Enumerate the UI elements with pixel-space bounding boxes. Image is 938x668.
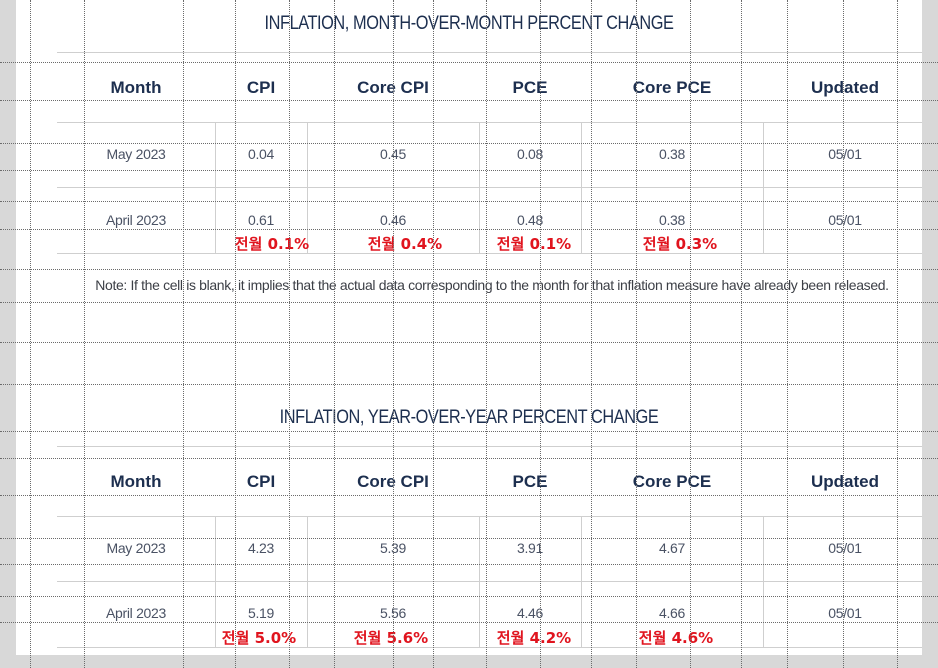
yoy-cell-cpi: 5.19 [247, 605, 275, 621]
dotted-guide [183, 0, 184, 668]
dotted-guide [84, 0, 85, 668]
yoy-col-divider [581, 516, 582, 647]
yoy-header-month: Month [110, 472, 162, 491]
yoy-annotation-core-cpi: 전월 5.6% [353, 629, 429, 647]
mom-col-divider [479, 122, 480, 253]
dotted-guide [0, 143, 938, 144]
mom-header-top-line [57, 52, 922, 53]
mom-col-divider [763, 122, 764, 253]
dotted-guide [0, 269, 938, 270]
dotted-guide [0, 495, 938, 496]
mom-annotation-cpi: 전월 0.1% [234, 235, 310, 253]
mom-cell-month: April 2023 [105, 212, 167, 228]
mom-title: INFLATION, MONTH-OVER-MONTH PERCENT CHAN… [264, 13, 674, 34]
mom-cell-core-pce: 0.38 [658, 146, 686, 162]
yoy-col-divider [215, 516, 216, 647]
mom-bottom-line [57, 253, 922, 254]
yoy-bottom-line [57, 647, 922, 648]
dotted-guide [0, 302, 938, 303]
yoy-title: INFLATION, YEAR-OVER-YEAR PERCENT CHANGE [279, 407, 659, 428]
mom-cell-updated: 05/01 [828, 146, 862, 162]
page-panel [16, 0, 922, 655]
yoy-annotation-core-pce: 전월 4.6% [638, 629, 714, 647]
dotted-guide [0, 458, 938, 459]
yoy-cell-core-pce: 4.66 [658, 605, 686, 621]
dotted-guide [289, 0, 290, 668]
dotted-guide [30, 0, 31, 668]
mom-col-divider [581, 122, 582, 253]
mom-annotation-core-pce: 전월 0.3% [642, 235, 718, 253]
yoy-header-updated: Updated [811, 472, 879, 491]
mom-cell-pce: 0.08 [516, 146, 544, 162]
dotted-guide [787, 0, 788, 668]
yoy-header-core-cpi: Core CPI [357, 472, 429, 491]
mom-cell-core-pce: 0.38 [658, 212, 686, 228]
yoy-header-core-pce: Core PCE [632, 472, 712, 491]
mom-cell-month: May 2023 [106, 146, 166, 162]
yoy-header-bottom-line [57, 516, 922, 517]
mom-header-core-cpi: Core CPI [357, 78, 429, 97]
dotted-guide [636, 0, 637, 668]
yoy-annotation-cpi: 전월 5.0% [221, 629, 297, 647]
dotted-guide [0, 384, 938, 385]
dotted-guide [0, 170, 938, 171]
dotted-guide [0, 538, 938, 539]
yoy-header-top-line [57, 446, 922, 447]
yoy-cell-cpi: 4.23 [247, 540, 275, 556]
dotted-guide [0, 431, 938, 432]
dotted-guide [540, 0, 541, 668]
yoy-cell-updated: 05/01 [828, 605, 862, 621]
mom-header-updated: Updated [811, 78, 879, 97]
yoy-cell-updated: 05/01 [828, 540, 862, 556]
mom-annotation-core-cpi: 전월 0.4% [367, 235, 443, 253]
mom-cell-updated: 05/01 [828, 212, 862, 228]
mom-header-cpi: CPI [246, 78, 276, 97]
mom-col-divider [215, 122, 216, 253]
mom-row-divider [57, 187, 922, 188]
dotted-guide [433, 0, 434, 668]
yoy-cell-core-pce: 4.67 [658, 540, 686, 556]
dotted-guide [591, 0, 592, 668]
yoy-cell-pce: 3.91 [516, 540, 544, 556]
mom-header-bottom-line [57, 122, 922, 123]
dotted-guide [843, 0, 844, 668]
dotted-guide [0, 622, 938, 623]
yoy-row-divider [57, 581, 922, 582]
dotted-guide [486, 0, 487, 668]
mom-col-divider [307, 122, 308, 253]
mom-header-month: Month [110, 78, 162, 97]
mom-annotation-pce: 전월 0.1% [496, 235, 572, 253]
dotted-guide [0, 229, 938, 230]
mom-cell-cpi: 0.04 [247, 146, 275, 162]
yoy-col-divider [307, 516, 308, 647]
yoy-col-divider [479, 516, 480, 647]
yoy-header-pce: PCE [512, 472, 548, 491]
mom-header-core-pce: Core PCE [632, 78, 712, 97]
footnote: Note: If the cell is blank, it implies t… [95, 277, 889, 293]
dotted-guide [0, 62, 938, 63]
yoy-header-cpi: CPI [246, 472, 276, 491]
dotted-guide [393, 0, 394, 668]
mom-cell-pce: 0.48 [516, 212, 544, 228]
dotted-guide [690, 0, 691, 668]
mom-header-pce: PCE [512, 78, 548, 97]
dotted-guide [0, 100, 938, 101]
dotted-guide [235, 0, 236, 668]
dotted-guide [0, 201, 938, 202]
dotted-guide [334, 0, 335, 668]
yoy-cell-month: April 2023 [105, 605, 167, 621]
yoy-col-divider [763, 516, 764, 647]
dotted-guide [897, 0, 898, 668]
dotted-guide [0, 596, 938, 597]
dotted-guide [0, 564, 938, 565]
mom-cell-cpi: 0.61 [247, 212, 275, 228]
yoy-cell-pce: 4.46 [516, 605, 544, 621]
yoy-annotation-pce: 전월 4.2% [496, 629, 572, 647]
dotted-guide [0, 342, 938, 343]
yoy-cell-month: May 2023 [106, 540, 166, 556]
dotted-guide [741, 0, 742, 668]
